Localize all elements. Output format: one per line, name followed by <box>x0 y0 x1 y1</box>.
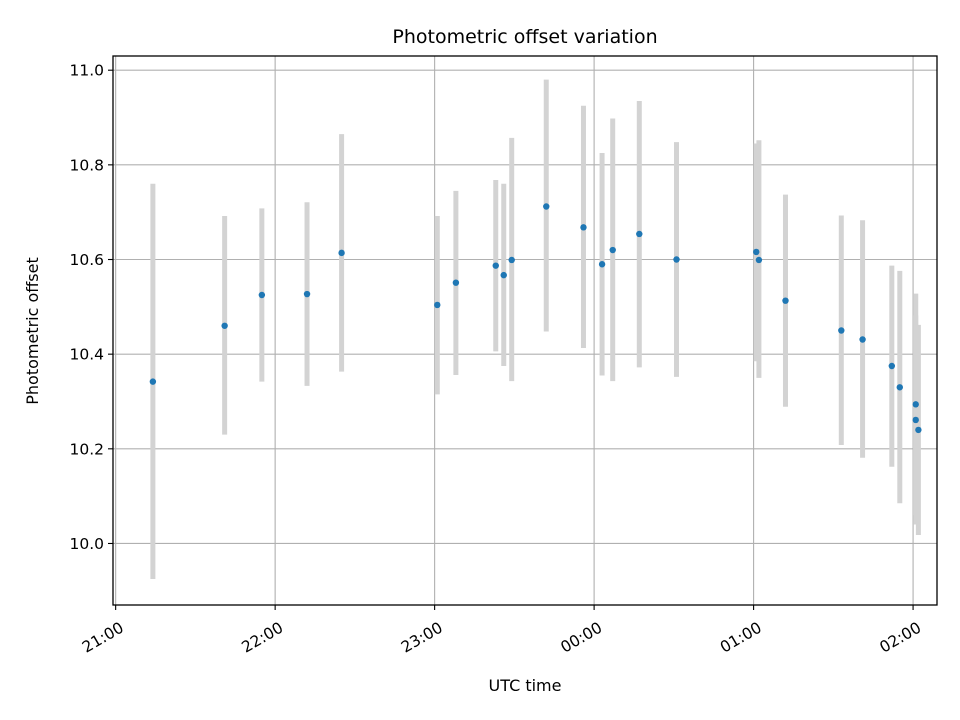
data-point <box>580 224 587 231</box>
y-tick-label: 10.8 <box>69 156 104 174</box>
data-point <box>598 261 606 268</box>
y-tick-label: 10.0 <box>69 535 104 553</box>
data-point <box>912 416 919 424</box>
data-point <box>543 203 550 210</box>
y-axis-title: Photometric offset <box>23 257 42 405</box>
data-point <box>636 230 643 238</box>
data-point <box>303 290 311 298</box>
y-tick-label: 11.0 <box>69 62 104 80</box>
grid <box>113 56 937 605</box>
data-point <box>500 271 507 279</box>
data-point <box>338 249 345 257</box>
y-tick-label: 10.2 <box>69 440 104 458</box>
data-point <box>838 327 845 334</box>
data-point <box>755 256 763 264</box>
data-point <box>782 297 789 304</box>
y-tick-label: 10.4 <box>69 346 104 364</box>
y-tick-label: 10.6 <box>69 251 104 269</box>
data-points <box>149 203 922 434</box>
data-point <box>258 291 266 299</box>
data-point <box>508 256 515 264</box>
data-point <box>915 426 922 434</box>
data-point <box>673 256 680 263</box>
y-axis: 10.0 10.2 10.4 10.6 10.8 11.0 <box>69 62 113 553</box>
chart-title: Photometric offset variation <box>392 26 657 48</box>
data-point <box>609 246 616 254</box>
data-point <box>896 384 903 391</box>
data-point <box>753 248 760 256</box>
data-point <box>912 401 919 408</box>
data-point <box>434 301 441 309</box>
data-point <box>888 362 896 370</box>
plot-frame <box>112 55 938 606</box>
data-point <box>492 262 499 269</box>
data-point <box>452 279 460 286</box>
data-point <box>859 336 866 343</box>
x-axis-title: UTC time <box>489 676 562 695</box>
data-point <box>221 322 228 329</box>
data-point <box>149 378 157 385</box>
